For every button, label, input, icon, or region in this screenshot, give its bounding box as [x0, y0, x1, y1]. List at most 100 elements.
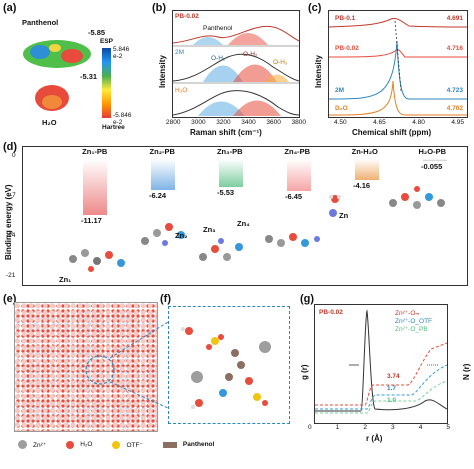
zn-struct-label: Zn	[339, 211, 349, 220]
panthenol-esp-surface	[23, 40, 91, 68]
binding-bar	[423, 159, 447, 161]
binding-value-label: -11.17	[81, 216, 102, 226]
rdf-xtick: 0	[308, 424, 312, 431]
esp-panel: Panthenol -5.85 -5.31 H₂O ESP 5.846 e-2 …	[10, 14, 135, 139]
panel-b-label: (b)	[152, 2, 167, 14]
nmr-ylabel: Intensity	[314, 55, 323, 88]
nmr-xtick: 4.95	[451, 119, 464, 126]
esp-legend-title: ESP	[100, 38, 114, 45]
rdf-curves	[315, 309, 448, 414]
raman-2m-label: 2M	[175, 49, 185, 56]
binding-energy-plot: Zn₁-PB Zn₂-PB Zn₃-PB Zn₄-PB Zn-H₂O H₂O-P…	[22, 146, 468, 286]
zn3-structure-image	[199, 238, 243, 261]
nmr-xtick: 4.80	[412, 119, 425, 126]
panel-c-label: (c)	[308, 2, 322, 14]
raman-xtick: 3600	[266, 119, 281, 126]
rdf-legend-item: Zn²⁺-Oₘ	[395, 310, 420, 317]
panel-a-label: (a)	[3, 2, 17, 14]
raman-panthenol-label: Panthenol	[203, 25, 233, 32]
rdf-ylabel-left: g (r)	[300, 364, 309, 380]
zn1-struct-label: Zn₁	[59, 275, 72, 284]
raman-xtick: 3400	[241, 119, 256, 126]
binding-category: Zn₂-PB	[149, 147, 175, 156]
species-legend: Zn²⁺ H₂O OTF⁻ Panthenol	[18, 440, 214, 449]
nmr-xlabel: Chemical shift (ppm)	[352, 128, 432, 137]
raman-plot: PB-0.02 Panthenol 2M O-H₁ O-H₂ O-H₃ H₂O	[172, 10, 300, 118]
esp-min: -5.846 e-2	[113, 112, 132, 126]
nmr-series-name: 2M	[335, 87, 345, 94]
binding-category: H₂O-PB	[418, 147, 447, 156]
nmr-xtick: 4.65	[373, 119, 386, 126]
nmr-series-value: 4.691	[446, 15, 463, 22]
nmr-spectra	[328, 18, 468, 116]
panel-d-label: (d)	[3, 141, 18, 153]
nmr-series-value: 4.716	[446, 45, 463, 52]
binding-bar	[287, 159, 311, 192]
raman-h2o-label: H₂O	[175, 87, 188, 94]
zn2-structure-image	[141, 223, 185, 246]
zn4-structure-image	[265, 233, 320, 247]
rdf-annotation: 1.7	[387, 385, 397, 392]
rdf-annotation: 3.74	[387, 373, 400, 380]
binding-bar	[151, 159, 175, 191]
nmr-series-name: PB-0.02	[335, 45, 359, 52]
water-esp-surface	[35, 85, 69, 111]
nmr-xtick: 4.50	[334, 119, 347, 126]
rdf-plot: PB-0.02 Zn²⁺-Oₘ Zn²⁺-O_OTF Zn²⁺-O_PB 3.7…	[314, 304, 448, 424]
raman-xtick: 3800	[291, 119, 306, 126]
raman-xtick: 3200	[216, 119, 231, 126]
rdf-xtick: 2	[363, 424, 367, 431]
binding-value-label: -0.055	[421, 162, 443, 171]
binding-categories: Zn₁-PB Zn₂-PB Zn₃-PB Zn₄-PB Zn-H₂O H₂O-P…	[61, 147, 466, 156]
solvation-zoom-image	[168, 306, 290, 424]
zn2-struct-label: Zn₂	[175, 231, 188, 240]
binding-value-label: -4.16	[353, 180, 371, 190]
binding-ytick: -14	[6, 232, 16, 239]
otf-anion-icon	[112, 440, 121, 449]
panthenol-esp-value: -5.85	[88, 28, 106, 37]
zn4-struct-label: Zn₄	[237, 219, 250, 228]
water-esp-value: -5.31	[80, 72, 98, 81]
rdf-legend-item: Zn²⁺-O_OTF	[395, 318, 433, 325]
raman-xlabel: Raman shift (cm⁻¹)	[190, 128, 262, 137]
binding-value-label: -6.24	[149, 191, 167, 201]
nmr-series-value: 4.723	[446, 87, 463, 94]
binding-bar	[83, 159, 107, 216]
rdf-xlabel: r (Å)	[366, 434, 383, 443]
panel-g-label: (g)	[300, 293, 315, 305]
raman-xtick: 3000	[191, 119, 206, 126]
raman-xticks: 2800 3000 3200 3400 3600 3800	[166, 119, 306, 126]
raman-spectra	[172, 25, 300, 116]
esp-colorbar	[102, 48, 111, 118]
esp-unit: Hartree	[102, 124, 125, 131]
zn-ion-icon	[18, 440, 27, 449]
binding-category: Zn₄-PB	[284, 147, 311, 156]
binding-category: Zn₁-PB	[82, 147, 108, 156]
binding-value-label: -6.45	[285, 192, 303, 202]
legend-otf: OTF⁻	[126, 441, 143, 449]
binding-ytick: 0	[12, 152, 16, 159]
panel-f-label: (f)	[160, 293, 171, 305]
panthenol-label: Panthenol	[22, 18, 59, 27]
raman-ylabel: Intensity	[158, 55, 167, 88]
panel-e-label: (e)	[3, 293, 17, 305]
nmr-series-name: PB-0.1	[335, 15, 356, 22]
nmr-series-name: D₂O	[335, 105, 348, 112]
rdf-annotation: 1.0	[387, 397, 397, 404]
rdf-xtick: 4	[418, 424, 423, 431]
zoom-guide-lines	[85, 321, 169, 409]
raman-oh3-label: O-H₃	[273, 59, 288, 66]
esp-max: 5.846 e-2	[113, 46, 130, 60]
panthenol-molecule-icon	[162, 441, 177, 448]
legend-zn: Zn²⁺	[33, 441, 47, 449]
nmr-series-value: 4.702	[446, 105, 463, 112]
rdf-xtick: 3	[391, 424, 395, 431]
zn-water-structure-image	[329, 195, 341, 217]
nmr-xticks: 4.50 4.65 4.80 4.95	[334, 119, 464, 126]
nmr-plot: PB-0.1 4.691 PB-0.02 4.716 2M 4.723 D₂O …	[328, 10, 468, 118]
binding-ytick: -7	[10, 192, 16, 199]
rdf-ylabel-right: N (r)	[462, 363, 471, 380]
rdf-legend-item: Zn²⁺-O_PB	[395, 326, 428, 333]
legend-panthenol: Panthenol	[182, 441, 215, 448]
raman-oh1-label: O-H₁	[211, 55, 226, 62]
